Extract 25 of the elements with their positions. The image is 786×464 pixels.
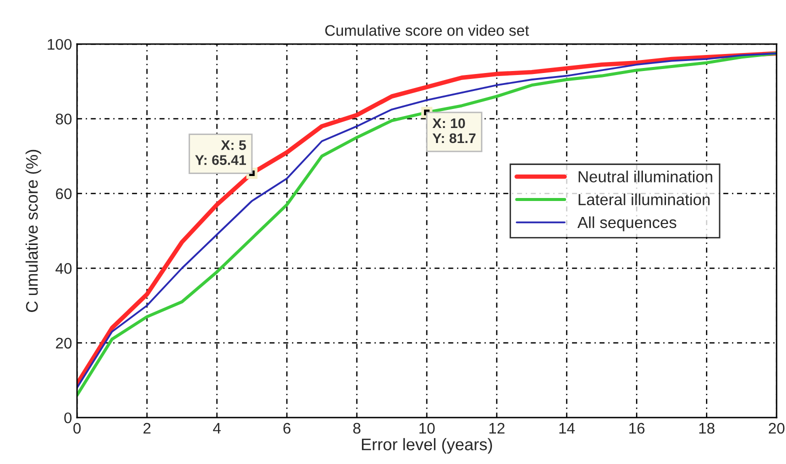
x-tick-label: 12 bbox=[489, 422, 504, 434]
y-tick-label: 80 bbox=[56, 114, 72, 124]
y-axis-title: C umulative score (%) bbox=[26, 150, 42, 312]
chart-title: Cumulative score on video set bbox=[325, 24, 530, 36]
legend-label: Lateral illumination bbox=[578, 194, 710, 206]
x-axis-title: Error level (years) bbox=[362, 438, 492, 454]
legend-label: All sequences bbox=[577, 216, 676, 232]
legend-label: Neutral illumination bbox=[578, 170, 712, 182]
x-tick-label: 8 bbox=[353, 422, 360, 434]
x-tick-label: 16 bbox=[629, 422, 644, 434]
y-tick-label: 20 bbox=[56, 338, 72, 349]
y-tick-label: 0 bbox=[64, 412, 72, 424]
y-tick-label: 100 bbox=[48, 38, 72, 50]
y-tick-label: 40 bbox=[56, 263, 72, 274]
y-tick-label: 60 bbox=[56, 188, 72, 200]
x-tick-label: 14 bbox=[559, 423, 575, 434]
x-tick-label: 18 bbox=[699, 422, 714, 434]
x-tick-label: 10 bbox=[419, 422, 435, 434]
x-tick-label: 2 bbox=[144, 422, 150, 434]
x-tick-label: 6 bbox=[283, 422, 290, 434]
x-tick-label: 0 bbox=[73, 422, 81, 434]
x-tick-label: 4 bbox=[213, 423, 221, 434]
x-tick-label: 20 bbox=[768, 422, 784, 434]
annotation: X: 5 Y: 65.41 bbox=[195, 140, 246, 165]
annotation: X: 10 Y: 81.7 bbox=[432, 118, 476, 144]
